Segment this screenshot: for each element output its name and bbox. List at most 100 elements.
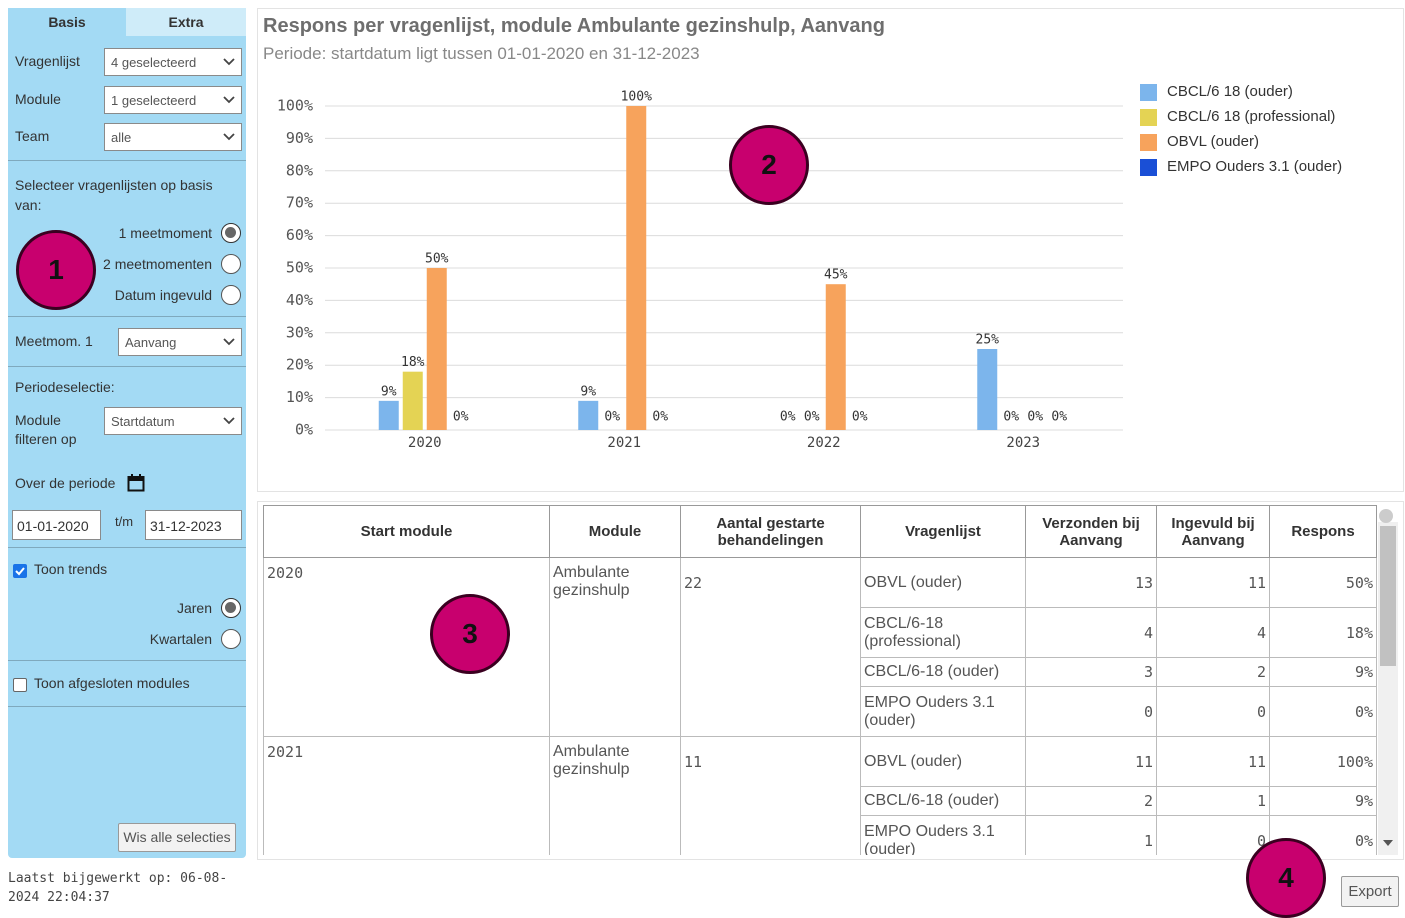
info-icon[interactable] (1379, 509, 1393, 523)
cell: EMPO Ouders 3.1 (ouder) (860, 815, 1026, 855)
radio-label: Jaren (176, 600, 212, 616)
radio[interactable] (221, 598, 241, 618)
separator (8, 660, 246, 661)
field-label: Vragenlijst (15, 53, 80, 69)
x-tick-label: 2023 (1006, 435, 1040, 451)
marker: 2 (729, 125, 809, 205)
chart-title: Respons per vragenlijst, module Ambulant… (263, 15, 885, 37)
data-label: 0% (780, 410, 796, 425)
sidebar: Basis Extra Vragenlijst 4 geselecteerd M… (8, 8, 246, 858)
header-cell: Ingevuld bij Aanvang (1156, 505, 1270, 558)
field-label: Module filteren op (15, 412, 77, 447)
separator (8, 366, 246, 367)
export-button[interactable]: Export (1341, 876, 1399, 907)
y-tick-label: 70% (286, 194, 313, 212)
data-label: 0% (804, 410, 820, 425)
cell: 4 (1025, 607, 1157, 658)
legend-swatch (1140, 109, 1157, 126)
data-label: 0% (652, 410, 668, 425)
dropdown-value: Aanvang (125, 335, 177, 350)
y-tick-label: 100% (277, 97, 313, 115)
field-label: Over de periode (15, 475, 116, 491)
checkbox[interactable] (13, 564, 27, 578)
dropdown-value: 1 geselecteerd (111, 93, 197, 108)
cell: CBCL/6-18 (professional) (860, 607, 1026, 658)
chart-subtitle: Periode: startdatum ligt tussen 01-01-20… (263, 44, 700, 63)
cell: 11 (1156, 557, 1270, 608)
radio-label: Datum ingevuld (114, 287, 212, 303)
date-input[interactable]: 01-01-2020 (12, 510, 101, 540)
tab[interactable]: Extra (126, 8, 246, 36)
table-row: CBCL/6-18 (ouder) 2 1 9% (264, 786, 1377, 816)
cell: 0 (1156, 686, 1270, 737)
header-cell: Start module (263, 505, 550, 558)
marker: 4 (1246, 838, 1326, 918)
separator (8, 160, 246, 161)
cell: 0% (1269, 686, 1377, 737)
legend-swatch (1140, 159, 1157, 176)
legend-label: CBCL/6 18 (ouder) (1167, 83, 1293, 100)
checkbox-label: Toon afgesloten modules (34, 675, 190, 691)
cell: 2 (1156, 657, 1270, 687)
cell: EMPO Ouders 3.1 (ouder) (860, 686, 1026, 737)
dropdown[interactable]: alle (104, 123, 242, 151)
dropdown[interactable]: 4 geselecteerd (104, 48, 242, 76)
scroll-thumb[interactable] (1380, 526, 1396, 666)
header-cell: Verzonden bij Aanvang (1025, 505, 1157, 558)
scroll-arrow[interactable] (1383, 840, 1393, 847)
y-tick-label: 50% (286, 259, 313, 277)
cell: 100% (1269, 736, 1377, 787)
data-label: 0% (453, 410, 469, 425)
separator (8, 547, 246, 548)
tab[interactable]: Basis (8, 8, 126, 36)
header-cell: Aantal gestarte behandelingen (680, 505, 861, 558)
section-label: Periodeselectie: (15, 379, 115, 395)
marker: 3 (430, 594, 510, 674)
radio[interactable] (221, 629, 241, 649)
radio[interactable] (221, 254, 241, 274)
chevron (223, 96, 235, 104)
radio-label: Kwartalen (149, 631, 212, 647)
legend-label: CBCL/6 18 (professional) (1167, 108, 1335, 125)
dropdown[interactable]: Aanvang (118, 328, 242, 356)
date-input[interactable]: 31-12-2023 (145, 510, 242, 540)
cell: 50% (1269, 557, 1377, 608)
dropdown-value: Startdatum (111, 414, 175, 429)
radio[interactable] (221, 223, 241, 243)
data-label: 25% (976, 333, 1000, 348)
data-label: 18% (401, 355, 425, 370)
table-row: EMPO Ouders 3.1 (ouder) 0 0 0% (264, 686, 1377, 737)
legend-label: OBVL (ouder) (1167, 133, 1259, 150)
cell: 9% (1269, 786, 1377, 816)
cell: CBCL/6-18 (ouder) (860, 657, 1026, 687)
bar (402, 371, 423, 430)
radio-dot (225, 227, 236, 238)
scrollbar[interactable] (1378, 522, 1398, 855)
calendar-icon[interactable] (127, 474, 145, 492)
data-label: 9% (580, 384, 596, 399)
bar (378, 400, 399, 430)
legend-swatch (1140, 134, 1157, 151)
dropdown[interactable]: Startdatum (104, 407, 242, 435)
clear-button[interactable]: Wis alle selecties (118, 823, 236, 852)
cell: 18% (1269, 607, 1377, 658)
date-separator: t/m (115, 514, 134, 529)
checkbox[interactable] (13, 678, 27, 692)
dropdown[interactable]: 1 geselecteerd (104, 86, 242, 114)
separator (8, 706, 246, 707)
check (15, 567, 25, 576)
field-label: Team (15, 128, 50, 144)
radio[interactable] (221, 285, 241, 305)
x-tick-label: 2020 (408, 435, 442, 451)
cell: 1 (1025, 815, 1157, 855)
section-label: Selecteer vragenlijsten op basis van: (15, 177, 213, 213)
dropdown-value: 4 geselecteerd (111, 55, 197, 70)
header-row: Start module Module Aantal gestarte behand… (263, 505, 1377, 558)
y-tick-label: 10% (286, 388, 313, 406)
radio-label: 2 meetmomenten (103, 256, 212, 272)
legend-swatch (1140, 84, 1157, 101)
cell: 1 (1156, 786, 1270, 816)
y-tick-label: 60% (286, 226, 313, 244)
data-label: 0% (1051, 410, 1067, 425)
